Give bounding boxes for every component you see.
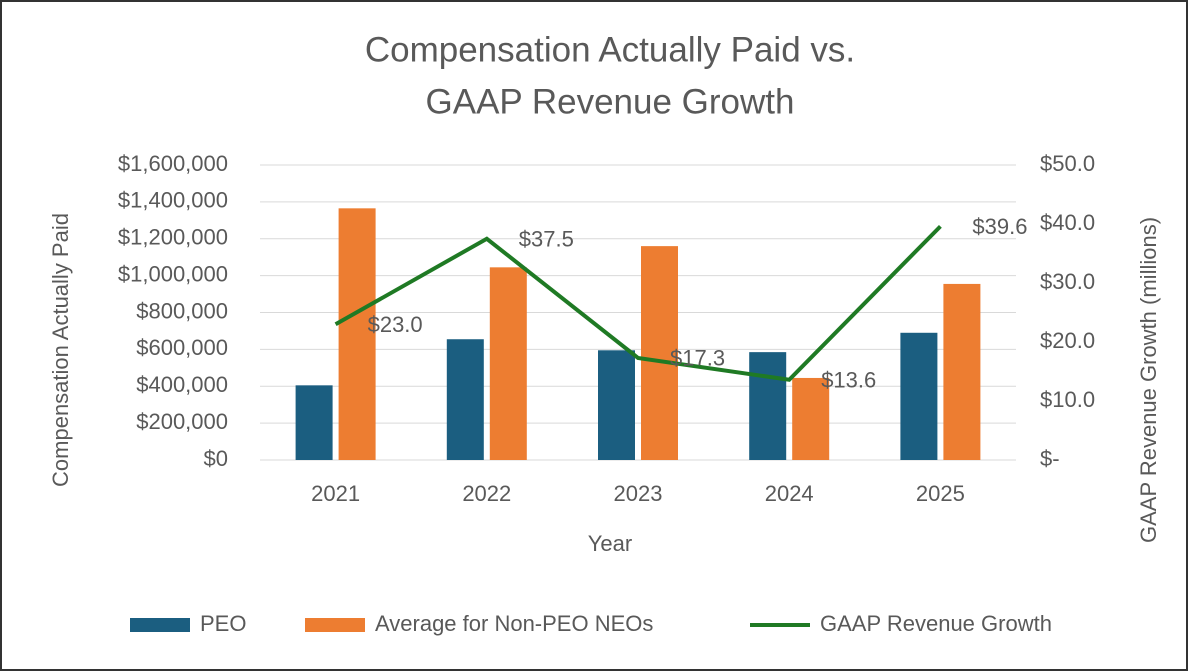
y-tick-label: $1,400,000: [118, 188, 228, 213]
y-axis-label: Compensation Actually Paid: [48, 213, 73, 487]
y2-tick-label: $40.0: [1040, 210, 1095, 235]
y-tick-label: $400,000: [136, 372, 228, 397]
legend-swatch: [130, 618, 190, 632]
x-tick-label: 2021: [311, 481, 360, 506]
bar: [749, 352, 787, 460]
y2-tick-label: $20.0: [1040, 328, 1095, 353]
chart-title: Compensation Actually Paid vs.: [365, 30, 855, 69]
y2-tick-label: $50.0: [1040, 151, 1095, 176]
data-label: $23.0: [368, 312, 423, 337]
y2-tick-label: $-: [1040, 446, 1060, 471]
bar: [900, 332, 938, 460]
bar: [446, 339, 484, 460]
x-tick-label: 2025: [916, 481, 965, 506]
bar: [598, 350, 635, 460]
y-tick-label: $1,000,000: [118, 261, 228, 286]
bar: [489, 267, 527, 460]
bar: [943, 283, 981, 460]
x-axis-label: Year: [588, 531, 632, 556]
bar: [792, 377, 830, 460]
chart-title: GAAP Revenue Growth: [426, 82, 795, 121]
y-tick-label: $800,000: [136, 298, 228, 323]
y2-tick-label: $30.0: [1040, 269, 1095, 294]
y-tick-label: $200,000: [136, 409, 228, 434]
x-tick-label: 2023: [614, 481, 663, 506]
y2-tick-label: $10.0: [1040, 387, 1095, 412]
bar: [641, 246, 678, 460]
y-tick-label: $1,600,000: [118, 151, 228, 176]
line: [334, 224, 942, 382]
legend-label: GAAP Revenue Growth: [820, 611, 1052, 636]
data-label: $17.3: [670, 346, 725, 371]
x-tick-label: 2024: [765, 481, 814, 506]
legend-swatch: [305, 618, 365, 632]
y-tick-label: $1,200,000: [118, 225, 228, 250]
data-label: $13.6: [821, 368, 876, 393]
y-tick-label: $0: [204, 446, 228, 471]
legend-label: PEO: [200, 611, 246, 636]
data-label: $39.6: [972, 214, 1027, 239]
y-tick-label: $600,000: [136, 335, 228, 360]
bar: [295, 385, 333, 460]
legend-label: Average for Non-PEO NEOs: [375, 611, 653, 636]
bar: [338, 208, 376, 460]
data-label: $37.5: [519, 227, 574, 252]
y2-axis-label: GAAP Revenue Growth (millions): [1136, 217, 1161, 543]
x-tick-label: 2022: [462, 481, 511, 506]
